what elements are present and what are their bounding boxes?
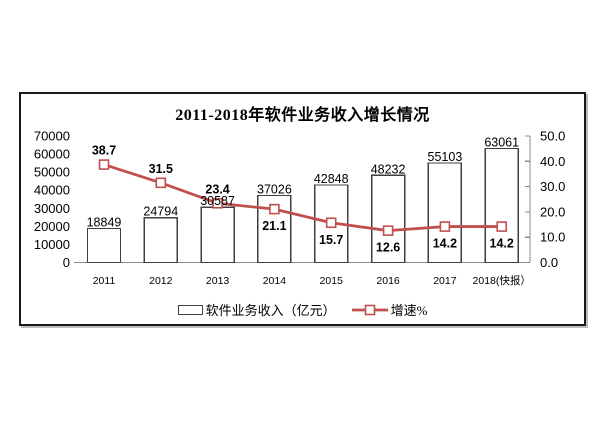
bar-value-label: 42848 [314, 172, 349, 186]
bar-value-label: 18849 [87, 215, 122, 229]
growth-marker-2018(快报） [496, 221, 508, 232]
bar-value-label: 48232 [371, 162, 406, 176]
x-axis-category-label: 2013 [206, 275, 230, 287]
bar-2011 [86, 227, 122, 264]
growth-marker-2012 [155, 177, 167, 189]
left-axis-tick-label: 70000 [34, 129, 70, 144]
legend-item-revenue: 软件业务收入（亿元） [177, 300, 336, 319]
x-axis-category-label: 2016 [376, 275, 400, 287]
bar-value-label: 30587 [200, 194, 235, 208]
left-axis-tick-label: 10000 [34, 237, 70, 252]
bar-2013 [200, 206, 235, 264]
growth-value-label: 21.1 [262, 219, 286, 233]
chart-legend: 软件业务收入（亿元） 增速% [21, 300, 584, 319]
x-axis-category-label: 2012 [149, 275, 173, 287]
bar-value-label: 24794 [143, 205, 178, 219]
left-axis-tick-label: 40000 [34, 183, 70, 198]
growth-value-label: 15.7 [319, 233, 343, 247]
growth-value-label: 31.5 [149, 162, 173, 176]
growth-value-label: 12.6 [376, 241, 400, 255]
right-axis-tick-label: 50.0 [540, 129, 565, 144]
growth-line [103, 163, 502, 233]
left-axis-tick-label: 0 [63, 255, 70, 270]
growth-marker-2016 [382, 225, 394, 236]
bar-2017 [427, 162, 463, 264]
growth-value-label: 14.2 [490, 237, 514, 251]
bar-value-label: 37026 [257, 183, 292, 197]
bar-value-label: 63061 [484, 136, 519, 150]
left-axis-tick-label: 60000 [34, 147, 70, 162]
growth-value-label: 38.7 [92, 144, 116, 158]
growth-marker-2013 [212, 197, 223, 209]
legend-label-growth: 增速% [390, 303, 428, 318]
x-axis-category-label: 2014 [263, 275, 287, 287]
bar-2012 [143, 217, 178, 264]
line-series-swatch-icon [351, 304, 388, 315]
bar-value-label: 55103 [428, 150, 463, 164]
x-axis-category-label: 2018(快报） [473, 274, 531, 287]
x-axis-category-label: 2017 [433, 275, 457, 287]
growth-marker-2015 [325, 217, 337, 229]
left-axis-tick-label: 30000 [34, 201, 70, 216]
x-axis-category-label: 2011 [93, 275, 116, 287]
right-axis-tick-label: 10.0 [540, 230, 565, 245]
left-axis-tick-label: 50000 [34, 165, 70, 180]
chart-title: 2011-2018年软件业务收入增长情况 [175, 107, 430, 124]
bar-2016 [370, 174, 406, 264]
chart-plot-area: 0 10000 20000 30000 40000 50000 60000 70000 0.0 1… [34, 129, 565, 288]
legend-item-growth: 增速% [351, 300, 428, 319]
legend-label-revenue: 软件业务收入（亿元） [205, 303, 336, 318]
bar-series-swatch-icon [177, 304, 203, 315]
right-axis-tick-label: 0.0 [540, 255, 558, 270]
x-axis-category-label: 2015 [320, 275, 344, 287]
bar-2018(快报） [484, 147, 519, 264]
right-axis-tick-label: 40.0 [540, 154, 565, 169]
left-axis-tick-label: 20000 [34, 219, 70, 234]
right-axis-tick-label: 30.0 [540, 179, 565, 194]
growth-value-label: 14.2 [433, 237, 457, 251]
chart-frame: 2011-2018年软件业务收入增长情况 0 10000 20000 30000 400… [19, 92, 586, 326]
growth-marker-2014 [269, 203, 280, 215]
right-axis-tick-label: 20.0 [540, 204, 565, 219]
growth-marker-2011 [98, 159, 110, 170]
growth-marker-2017 [439, 221, 451, 232]
growth-value-label: 23.4 [205, 182, 229, 196]
